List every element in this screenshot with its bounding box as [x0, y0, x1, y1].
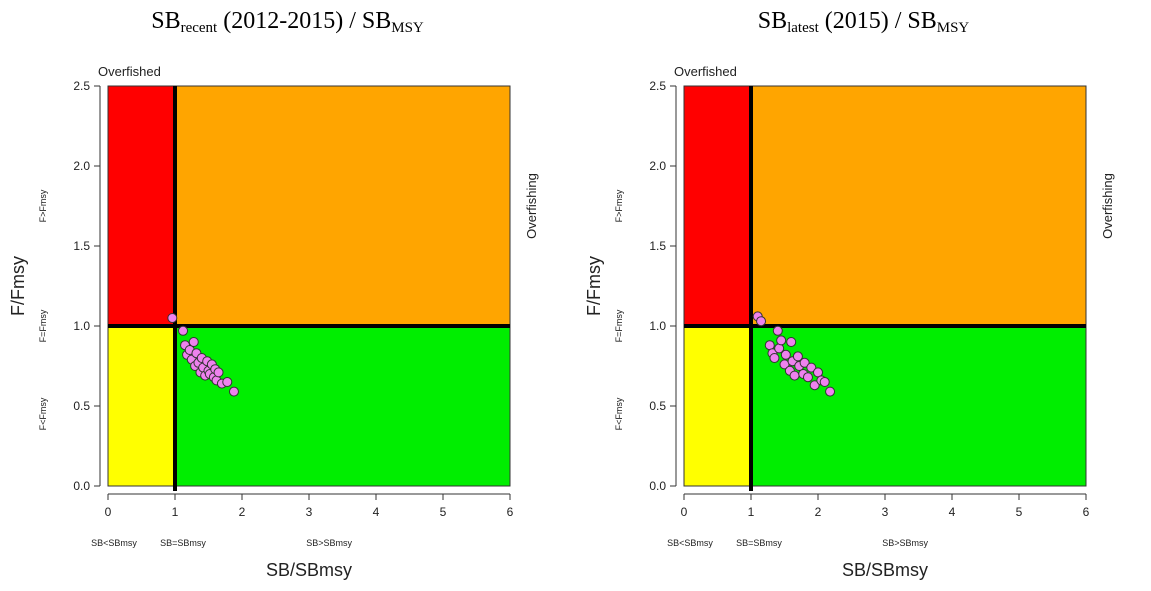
label-f-low: F<Fmsy [614, 397, 624, 430]
zone-healthy [751, 326, 1086, 486]
chart-panel-left: SBrecent (2012-2015) / SBMSY 0 1 2 3 4 5 6 0.0 0… [0, 0, 575, 591]
y-axis-title: F/Fmsy [584, 256, 604, 316]
data-point [188, 337, 199, 347]
chart-title-left: SBrecent (2012-2015) / SBMSY [0, 8, 575, 37]
title-main: SB [151, 8, 181, 34]
y-tick-label: 0.0 [649, 479, 666, 493]
title-sub2: MSY [936, 20, 970, 36]
x-tick-label: 5 [1016, 505, 1023, 519]
label-overfished: Overfished [674, 64, 737, 79]
x-tick-label: 0 [105, 505, 112, 519]
plot-frame [683, 85, 1087, 487]
title-main: SB [757, 8, 788, 34]
x-axis-title: SB/SBmsy [266, 560, 352, 580]
x-tick-label: 3 [882, 505, 889, 519]
y-tick-label: 2.0 [73, 159, 90, 173]
label-f-low: F<Fmsy [38, 397, 48, 430]
chart-svg-left: 0 1 2 3 4 5 6 0.0 0.5 1.0 1.5 2.0 2.5 SB/SBmsy F/Fmsy O… [8, 64, 539, 580]
x-tick-label: 1 [172, 505, 179, 519]
x-tick-label: 3 [306, 505, 313, 519]
y-tick-label: 0.5 [649, 399, 666, 413]
x-tick-label: 5 [440, 505, 447, 519]
data-point [786, 337, 797, 347]
y-axis-title: F/Fmsy [8, 256, 28, 316]
data-point [802, 372, 813, 383]
data-point [769, 353, 780, 363]
data-point [222, 377, 233, 387]
data-point [780, 349, 791, 360]
chart-panel-right: SBlatest (2015) / SBMSY 0 1 2 3 4 5 6 0.0 0.5 1.0… [576, 0, 1151, 591]
x-tick-label: 6 [1083, 505, 1090, 519]
zone-overfished-overfishing [108, 86, 175, 326]
label-overfishing: Overfishing [1100, 173, 1115, 239]
y-tick-label: 2.5 [649, 79, 666, 93]
data-point [825, 386, 836, 397]
title-rest: (2012-2015) / SB [217, 8, 392, 34]
y-tick-label: 1.5 [73, 239, 90, 253]
data-point [228, 386, 239, 397]
zone-overfished [684, 326, 751, 486]
label-f-high: F>Fmsy [614, 189, 624, 222]
data-point [772, 325, 783, 336]
x-tick-label: 6 [507, 505, 514, 519]
zone-overfished [108, 326, 175, 486]
label-overfishing: Overfishing [524, 173, 539, 239]
data-point [799, 357, 810, 368]
title-sub2: MSY [391, 20, 424, 36]
title-rest: (2015) / SB [818, 8, 937, 34]
plot-frame [107, 85, 511, 487]
data-point [806, 362, 817, 373]
zone-healthy [175, 326, 510, 486]
label-sb-eq: SB=SBmsy [736, 538, 782, 548]
y-tick-label: 1.5 [649, 239, 666, 253]
data-point [167, 313, 178, 323]
chart-svg-right: 0 1 2 3 4 5 6 0.0 0.5 1.0 1.5 2.0 2.5 SB/SBmsy F/Fmsy O… [584, 64, 1115, 580]
x-tick-label: 0 [681, 505, 688, 519]
label-sb-high: SB>SBmsy [882, 538, 928, 548]
data-point [789, 370, 800, 381]
y-tick-label: 0.0 [73, 479, 90, 493]
y-tick-label: 2.5 [73, 79, 90, 93]
y-tick-label: 2.0 [649, 159, 666, 173]
y-tick-label: 1.0 [73, 319, 90, 333]
x-tick-label: 1 [748, 505, 755, 519]
data-point [756, 316, 767, 327]
x-tick-label: 4 [949, 505, 956, 519]
zone-overfished-overfishing [684, 86, 751, 326]
x-axis-title: SB/SBmsy [842, 560, 928, 580]
zone-overfishing [751, 86, 1086, 326]
label-sb-high: SB>SBmsy [306, 538, 352, 548]
y-tick-label: 1.0 [649, 319, 666, 333]
data-point [809, 380, 820, 391]
chart-title-right: SBlatest (2015) / SBMSY [576, 8, 1151, 37]
label-sb-low: SB<SBmsy [91, 538, 137, 548]
x-tick-label: 2 [239, 505, 246, 519]
label-f-high: F>Fmsy [38, 189, 48, 222]
label-f-eq: F=Fmsy [614, 309, 624, 342]
x-tick-label: 4 [373, 505, 380, 519]
data-point [213, 367, 224, 378]
label-sb-eq: SB=SBmsy [160, 538, 206, 548]
data-point [178, 325, 189, 336]
label-f-eq: F=Fmsy [38, 309, 48, 342]
title-sub: latest [787, 20, 819, 36]
label-sb-low: SB<SBmsy [667, 538, 713, 548]
zone-overfishing [175, 86, 510, 326]
data-point [776, 335, 787, 346]
title-sub: recent [180, 20, 218, 36]
x-tick-label: 2 [815, 505, 822, 519]
data-point [792, 351, 803, 362]
label-overfished: Overfished [98, 64, 161, 79]
data-point [819, 377, 830, 387]
y-tick-label: 0.5 [73, 399, 90, 413]
